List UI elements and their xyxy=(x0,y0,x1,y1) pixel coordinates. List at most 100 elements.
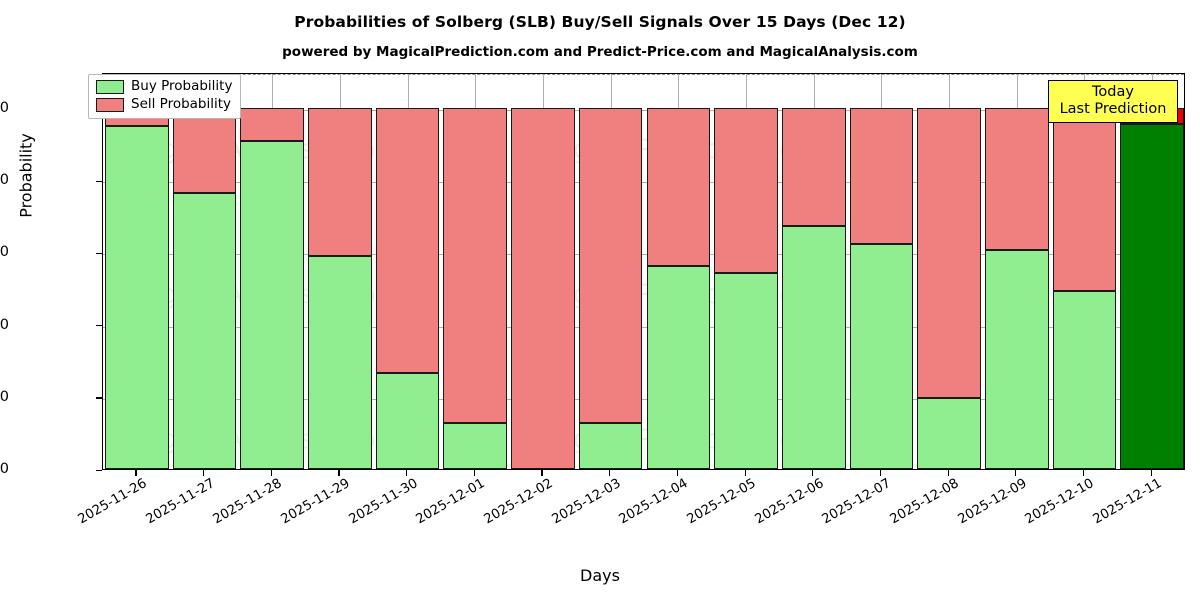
bar-segment-sell[interactable] xyxy=(240,108,305,141)
plot-area: MagicalAnalysis.comMagicalPrediction.com… xyxy=(102,73,1185,470)
bar-group[interactable] xyxy=(240,108,305,469)
x-tick-mark xyxy=(609,470,611,476)
x-tick-mark xyxy=(473,470,475,476)
legend-swatch-sell xyxy=(96,98,124,112)
bar-group[interactable] xyxy=(578,108,643,469)
x-tick-mark xyxy=(270,470,272,476)
y-tick-label: 80 xyxy=(0,172,9,189)
bar-segment-buy[interactable] xyxy=(240,140,305,469)
x-tick-label: 2025-12-05 xyxy=(684,476,759,528)
x-tick-label: 2025-12-08 xyxy=(887,476,962,528)
x-tick-label: 2025-12-07 xyxy=(820,476,894,528)
gridline-horizontal xyxy=(103,182,1184,184)
x-tick-label: 2025-12-04 xyxy=(616,476,691,528)
y-tick-label: 20 xyxy=(0,388,9,405)
chart-title: Probabilities of Solberg (SLB) Buy/Sell … xyxy=(294,13,906,31)
bar-segment-sell[interactable] xyxy=(511,108,575,469)
x-tick-label: 2025-12-06 xyxy=(752,476,827,528)
x-tick-label: 2025-11-28 xyxy=(210,476,285,528)
chart-legend[interactable]: Buy Probability Sell Probability xyxy=(88,74,242,119)
x-tick-label: 2025-11-27 xyxy=(143,476,218,528)
today-label: Today xyxy=(1092,84,1134,100)
bar-segment-sell[interactable] xyxy=(578,108,643,423)
bar-group[interactable] xyxy=(105,108,169,469)
bar-segment-buy[interactable] xyxy=(1120,124,1184,469)
legend-item-sell: Sell Probability xyxy=(96,98,232,112)
bar-group[interactable] xyxy=(849,108,914,469)
bar-segment-buy[interactable] xyxy=(646,266,711,469)
bar-segment-sell[interactable] xyxy=(375,108,440,374)
bar-segment-sell[interactable] xyxy=(646,108,711,267)
bar-segment-sell[interactable] xyxy=(714,108,778,274)
x-tick-mark xyxy=(1015,470,1017,476)
bar-segment-buy[interactable] xyxy=(375,373,440,469)
bar-group[interactable] xyxy=(714,108,778,469)
x-tick-mark xyxy=(744,470,746,476)
gridline-horizontal xyxy=(103,326,1184,328)
x-tick-label: 2025-12-09 xyxy=(955,476,1030,528)
y-tick-mark xyxy=(96,469,102,471)
gridline-horizontal xyxy=(103,110,1184,112)
bar-segment-buy[interactable] xyxy=(578,422,643,469)
x-tick-mark xyxy=(676,470,679,476)
y-tick-mark xyxy=(96,180,102,182)
y-tick-label: 60 xyxy=(0,244,9,261)
bar-segment-sell[interactable] xyxy=(984,108,1049,250)
legend-item-buy: Buy Probability xyxy=(96,80,232,94)
y-tick-mark xyxy=(96,325,102,327)
last-prediction-label: Last Prediction xyxy=(1059,101,1167,118)
bar-series-container xyxy=(103,74,1184,469)
bar-group[interactable] xyxy=(443,108,508,469)
bar-group[interactable] xyxy=(917,108,981,469)
bar-group[interactable] xyxy=(781,108,846,469)
bar-group[interactable] xyxy=(1120,108,1184,469)
bar-segment-buy[interactable] xyxy=(714,273,778,469)
y-tick-label: 40 xyxy=(0,316,9,333)
x-tick-mark xyxy=(135,470,137,476)
x-tick-label: 2025-12-10 xyxy=(1023,476,1097,528)
bar-group[interactable] xyxy=(511,108,575,469)
y-tick-mark xyxy=(96,397,102,399)
bar-group[interactable] xyxy=(1052,108,1117,469)
x-tick-label: 2025-12-02 xyxy=(481,476,556,528)
legend-label-sell: Sell Probability xyxy=(131,96,232,113)
bar-segment-sell[interactable] xyxy=(917,108,981,398)
x-tick-label: 2025-12-11 xyxy=(1090,476,1165,528)
y-tick-label: 100 xyxy=(0,100,9,117)
x-tick-mark xyxy=(812,470,814,476)
y-tick-mark xyxy=(96,252,102,255)
bar-group[interactable] xyxy=(308,108,372,469)
bar-group[interactable] xyxy=(646,108,711,469)
bar-group[interactable] xyxy=(375,108,440,469)
x-tick-label: 2025-12-01 xyxy=(413,476,488,528)
bar-segment-sell[interactable] xyxy=(308,108,372,257)
bar-segment-buy[interactable] xyxy=(984,249,1049,469)
bar-segment-sell[interactable] xyxy=(1052,108,1117,292)
x-tick-mark xyxy=(1082,470,1085,476)
bar-segment-buy[interactable] xyxy=(781,226,846,469)
x-tick-mark xyxy=(947,470,949,476)
bar-segment-buy[interactable] xyxy=(308,256,372,469)
x-tick-label: 2025-12-03 xyxy=(549,476,624,528)
bar-segment-buy[interactable] xyxy=(1052,291,1117,469)
gridline-horizontal xyxy=(103,254,1184,256)
legend-swatch-buy xyxy=(96,80,124,94)
bar-segment-buy[interactable] xyxy=(917,397,981,469)
bar-segment-sell[interactable] xyxy=(849,108,914,245)
legend-label-buy: Buy Probability xyxy=(131,78,233,95)
x-tick-mark xyxy=(541,470,543,476)
bar-segment-sell[interactable] xyxy=(172,108,237,193)
bar-segment-buy[interactable] xyxy=(105,126,169,469)
bar-segment-sell[interactable] xyxy=(781,108,846,227)
bar-group[interactable] xyxy=(984,108,1049,469)
gridline-horizontal xyxy=(103,398,1184,400)
bar-segment-buy[interactable] xyxy=(443,422,508,469)
x-tick-mark xyxy=(338,470,340,476)
x-tick-mark xyxy=(1150,470,1152,476)
bar-segment-buy[interactable] xyxy=(849,244,914,469)
x-tick-label: 2025-11-26 xyxy=(75,476,150,528)
bar-segment-sell[interactable] xyxy=(443,108,508,423)
bar-group[interactable] xyxy=(172,108,237,469)
bar-segment-buy[interactable] xyxy=(172,192,237,469)
reference-line xyxy=(103,74,1184,75)
